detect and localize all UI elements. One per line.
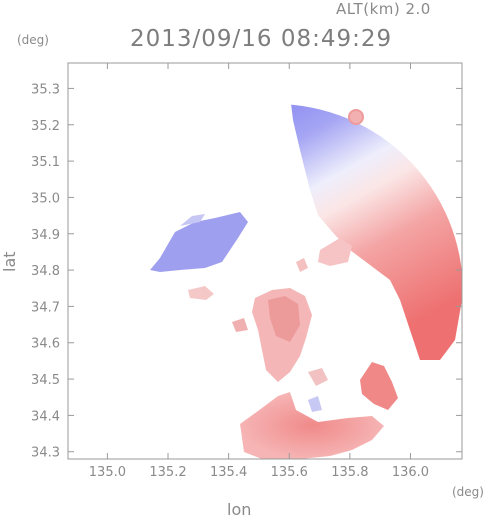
y-tick-label: 34.4: [31, 409, 60, 424]
small-echo-c: [308, 396, 322, 412]
y-axis: 34.3 34.4 34.5 34.6 34.7 34.8 34.9 35.0 35.1 35.2…: [31, 82, 462, 461]
mid-echo: [318, 238, 352, 266]
x-tick-label: 135.6: [271, 465, 308, 480]
y-tick-label: 34.5: [31, 373, 60, 388]
y-tick-label: 34.3: [31, 446, 60, 461]
y-tick-label: 35.1: [31, 155, 60, 170]
x-axis: 135.0 135.2 135.4 135.6 135.8 136.0: [89, 63, 429, 480]
west-echo: [150, 212, 248, 272]
y-tick-label: 34.9: [31, 228, 60, 243]
chart-title: 2013/09/16 08:49:29: [130, 26, 393, 52]
central-echo-core: [268, 296, 300, 342]
east-echo: [360, 362, 398, 410]
y-tick-label: 34.6: [31, 337, 60, 352]
y-axis-unit: (deg): [17, 33, 49, 47]
y-tick-label: 35.3: [31, 82, 60, 97]
y-tick-label: 35.0: [31, 191, 60, 206]
west-echo-fringe: [180, 214, 205, 226]
x-tick-label: 135.0: [89, 465, 126, 480]
radar-echo-layer: [150, 104, 462, 459]
y-tick-label: 35.2: [31, 119, 60, 134]
x-axis-label: lon: [227, 500, 252, 519]
small-echo-e: [232, 318, 248, 332]
y-tick-label: 34.8: [31, 264, 60, 279]
south-echo: [240, 392, 384, 459]
plot-frame: [67, 62, 463, 460]
small-echo-a: [188, 286, 214, 300]
y-tick-label: 34.7: [31, 300, 60, 315]
x-tick-label: 136.0: [392, 465, 429, 480]
x-tick-label: 135.4: [210, 465, 247, 480]
plot-border: [67, 62, 463, 460]
hotspot: [348, 109, 364, 125]
x-tick-label: 135.2: [149, 465, 186, 480]
small-echo-d: [296, 258, 308, 272]
x-axis-unit: (deg): [452, 485, 484, 499]
x-tick-label: 135.8: [331, 465, 368, 480]
altitude-label: ALT(km) 2.0: [336, 0, 431, 18]
small-echo-b: [308, 368, 328, 386]
